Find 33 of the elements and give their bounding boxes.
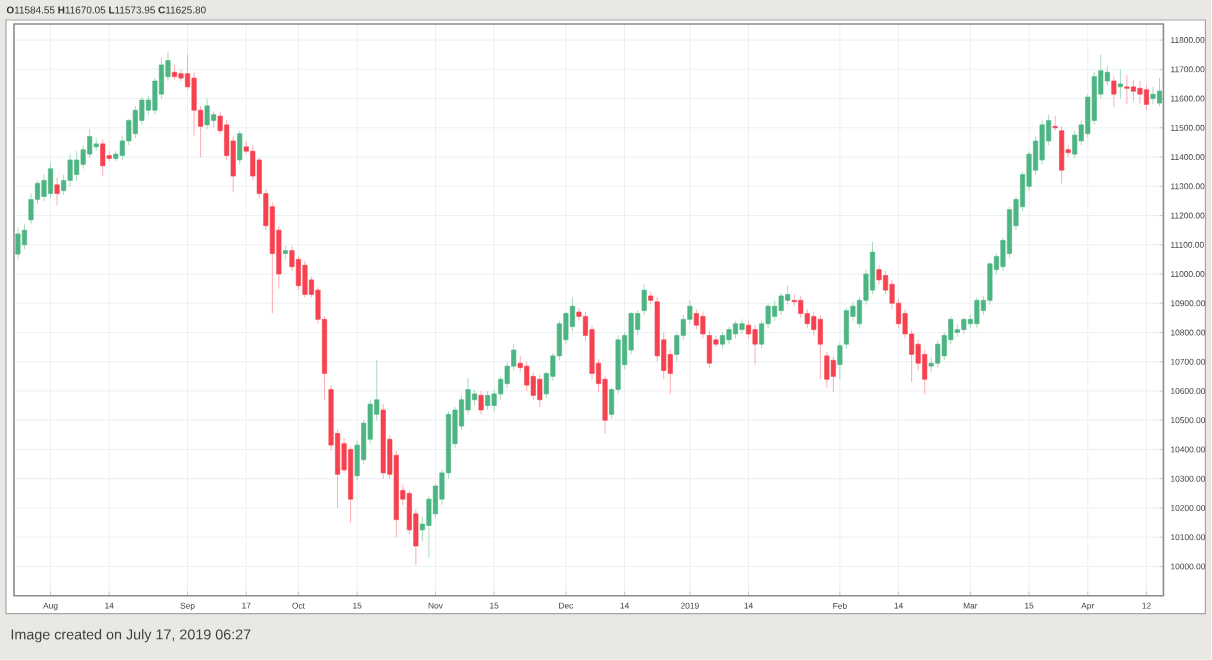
candlestick — [204, 98, 210, 130]
candlestick — [178, 69, 184, 82]
candlestick — [485, 390, 491, 411]
candlestick — [772, 300, 778, 322]
candlestick — [1143, 85, 1149, 111]
candlestick — [302, 260, 308, 299]
candlestick — [1130, 79, 1136, 103]
candlestick — [791, 294, 797, 307]
candlestick — [1111, 76, 1117, 108]
candlestick — [54, 177, 60, 206]
candlestick — [132, 105, 138, 139]
candlestick — [693, 308, 699, 331]
candlestick — [67, 153, 73, 187]
candlestick — [1117, 69, 1123, 100]
candlestick — [974, 297, 980, 329]
candlestick — [1150, 86, 1156, 105]
candlestick — [100, 139, 106, 177]
candlestick — [478, 390, 484, 415]
candlestick — [817, 314, 823, 380]
candlestick — [48, 162, 54, 199]
candlestick — [935, 339, 941, 369]
candlestick — [524, 361, 530, 392]
candlestick — [537, 374, 543, 408]
candlestick — [1124, 74, 1130, 105]
candlestick — [15, 226, 21, 260]
candlestick — [1157, 77, 1163, 107]
candlestick — [778, 292, 784, 316]
candlestick — [739, 319, 745, 335]
candlestick — [752, 324, 758, 366]
candlestick — [1137, 80, 1143, 105]
candlestick — [830, 355, 836, 394]
candlestick — [74, 150, 80, 182]
candlestick — [237, 130, 243, 165]
